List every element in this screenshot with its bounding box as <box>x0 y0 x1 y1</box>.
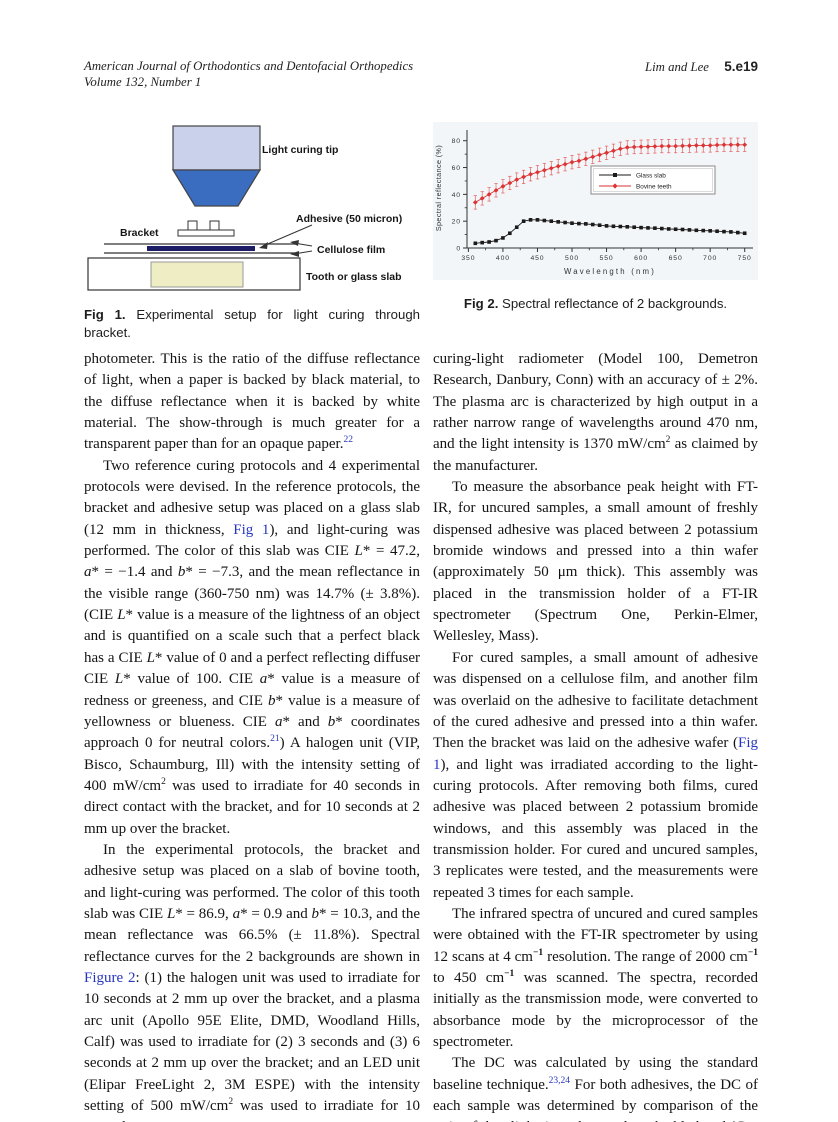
y-tick-label: 20 <box>452 219 461 226</box>
figure-2: 0 20 40 60 80 350 400 450 500 550 600 650 700 750 Glas… <box>433 122 758 313</box>
journal-title: American Journal of Orthodontics and Den… <box>84 59 414 73</box>
slab-shape <box>87 257 301 291</box>
x-tick-label: 550 <box>600 255 614 262</box>
adhesive-arrow <box>259 224 313 249</box>
running-head-left: American Journal of Orthodontics and Den… <box>84 59 413 90</box>
paragraph: The infrared spectra of uncured and cure… <box>433 905 758 1050</box>
label-adhesive: Adhesive (50 micron) <box>296 213 402 225</box>
fig1-caption: Fig 1. Experimental setup for light curi… <box>84 306 420 341</box>
fig2-chart: 0 20 40 60 80 350 400 450 500 550 600 650 700 750 Glas… <box>433 122 758 280</box>
fig2-caption-text: Spectral reflectance of 2 backgrounds. <box>498 296 728 311</box>
legend-label: Glass slab <box>636 172 666 179</box>
x-tick-label: 350 <box>461 255 475 262</box>
fig1-xref-2[interactable]: Fig 1 <box>433 735 758 773</box>
adhesive-bar <box>147 246 255 251</box>
label-light-curing-tip: Light curing tip <box>262 144 338 156</box>
paragraph: To measure the absorbance peak height wi… <box>433 479 758 645</box>
y-tick-label: 40 <box>452 192 461 199</box>
x-tick-label: 500 <box>565 255 579 262</box>
y-axis-title: Spectral reflectance (%) <box>434 145 443 231</box>
y-tick-label: 80 <box>452 138 461 145</box>
paragraph: In the experimental protocols, the brack… <box>84 841 421 1122</box>
fig1-caption-text: Experimental setup for light curing thro… <box>84 307 421 340</box>
journal-volume: Volume 132, Number 1 <box>84 74 202 89</box>
authors: Lim and Lee <box>645 60 709 74</box>
x-tick-label: 400 <box>496 255 510 262</box>
right-column: curing-light radiometer (Model 100, Deme… <box>433 349 758 1122</box>
chart-plot-area: 0 20 40 60 80 350 400 450 500 550 600 650 700 750 Glas… <box>452 130 753 262</box>
x-tick-label: 750 <box>738 255 752 262</box>
bracket-shape <box>177 220 235 237</box>
x-tick-label: 450 <box>530 255 544 262</box>
cellulose-film-lines <box>104 243 296 254</box>
label-cellulose-film: Cellulose film <box>317 244 385 256</box>
light-curing-tip-shape <box>171 125 262 207</box>
paragraph: photometer. This is the ratio of the dif… <box>84 351 420 453</box>
ref-23-24[interactable]: 23,24 <box>548 1075 571 1086</box>
y-tick-label: 0 <box>456 246 461 253</box>
paragraph: curing-light radiometer (Model 100, Deme… <box>433 351 758 474</box>
x-tick-label: 700 <box>703 255 717 262</box>
ref-22[interactable]: 22 <box>343 435 353 446</box>
label-bracket: Bracket <box>120 227 159 239</box>
x-tick-label: 600 <box>634 255 648 262</box>
x-tick-label: 650 <box>669 255 683 262</box>
legend-label: Bovine teeth <box>636 183 672 190</box>
y-tick-label: 60 <box>452 165 461 172</box>
running-head-right: Lim and Lee 5.e19 <box>433 59 758 75</box>
fig2-caption-label: Fig 2. <box>463 296 499 311</box>
fig2-caption: Fig 2. Spectral reflectance of 2 backgro… <box>433 295 758 313</box>
series-glass-slab <box>473 218 747 246</box>
fig1-xref[interactable]: Fig 1 <box>233 521 270 538</box>
x-axis-title: Wavelength (nm) <box>564 267 656 276</box>
cellulose-film-arrows <box>290 240 313 257</box>
figure-1: Light curing tip Bracket Adhesive (50 mi… <box>84 122 420 341</box>
paragraph: Two reference curing protocols and 4 exp… <box>84 457 421 837</box>
fig1-diagram: Light curing tip Bracket Adhesive (50 mi… <box>87 125 402 291</box>
page-number: 5.e19 <box>724 59 758 74</box>
fig2-xref[interactable]: Figure 2 <box>84 969 136 986</box>
paragraph: The DC was calculated by using the stand… <box>433 1055 758 1122</box>
chart-legend: Glass slab Bovine teeth <box>590 165 716 195</box>
fig1-caption-label: Fig 1. <box>84 307 126 322</box>
label-tooth-or-glass-slab: Tooth or glass slab <box>306 271 401 283</box>
ref-21[interactable]: 21 <box>270 734 280 745</box>
chart-background <box>433 122 758 280</box>
left-column: photometer. This is the ratio of the dif… <box>84 349 420 1122</box>
paragraph: For cured samples, a small amount of adh… <box>433 649 758 901</box>
